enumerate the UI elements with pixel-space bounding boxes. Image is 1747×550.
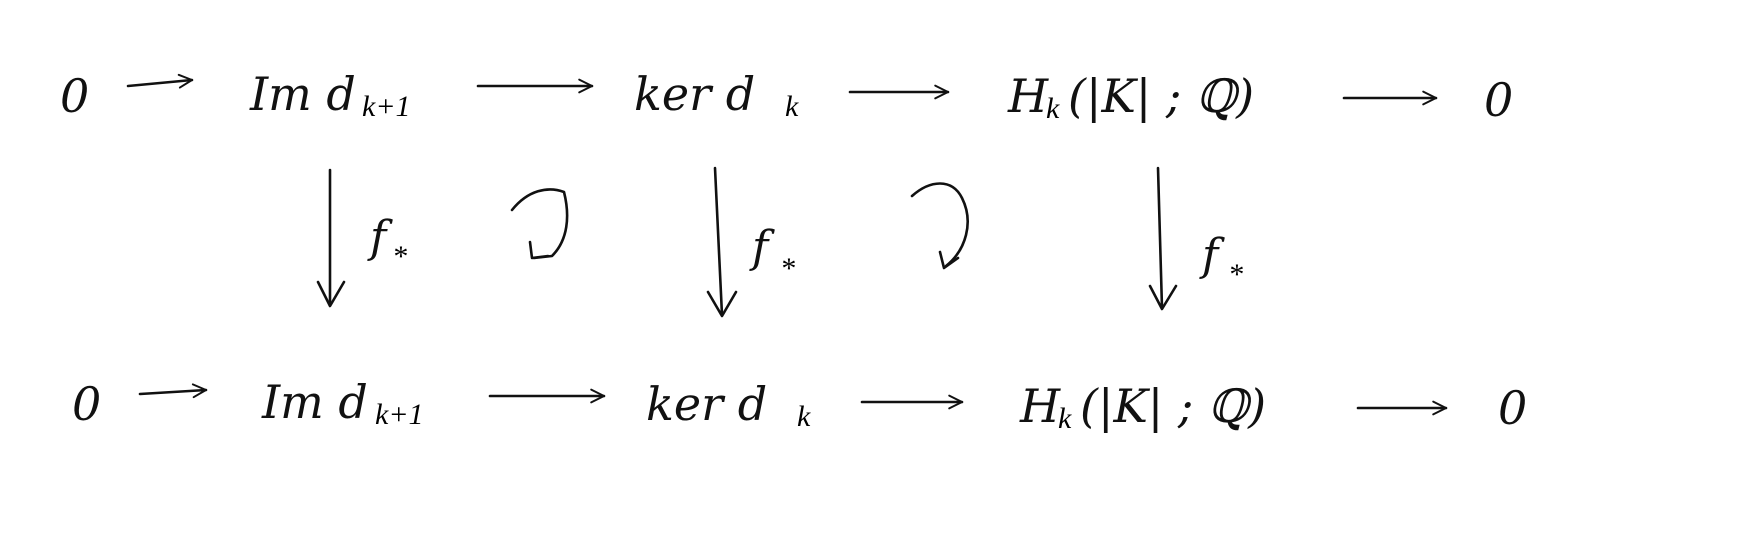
top-h-main: H xyxy=(1007,69,1049,123)
top-ker-sub: k xyxy=(785,90,799,123)
bottom-ker-sub: k xyxy=(797,400,811,433)
top-ker-d-k: ker d k xyxy=(634,67,799,123)
bottom-zero-left: 0 xyxy=(72,377,101,431)
vertical-arrow-2 xyxy=(713,166,724,317)
top-homology: H k (|K| ; ℚ) xyxy=(1007,69,1254,125)
vertical-arrowhead-1 xyxy=(316,280,346,308)
top-im-sub: k+1 xyxy=(362,90,411,123)
bottom-im-d-k1: Im d k+1 xyxy=(261,375,424,431)
top-h-sub: k xyxy=(1046,92,1060,125)
bottom-im-sub: k+1 xyxy=(375,398,424,431)
vertical-map-1: f * xyxy=(316,168,407,308)
vertical-arrowhead-2 xyxy=(706,290,738,318)
bottom-arrow-1 xyxy=(138,383,208,399)
top-h-tail: (|K| ; ℚ) xyxy=(1068,69,1254,123)
circular-arrowhead-2 xyxy=(938,250,960,270)
bottom-ker-d-k: ker d k xyxy=(646,377,811,433)
commute-marker-1 xyxy=(510,188,569,260)
top-ker-main: ker d xyxy=(634,67,755,121)
map-label-1-main: f xyxy=(367,212,393,263)
vertical-map-3: f * xyxy=(1148,166,1243,311)
map-label-1-sub: * xyxy=(392,240,407,273)
bottom-h-tail: (|K| ; ℚ) xyxy=(1080,379,1266,433)
bottom-homology: H k (|K| ; ℚ) xyxy=(1019,379,1266,435)
map-label-2-sub: * xyxy=(780,252,795,285)
top-zero-left: 0 xyxy=(60,69,89,123)
top-zero-right: 0 xyxy=(1484,73,1513,127)
bottom-zero-right: 0 xyxy=(1498,381,1527,435)
bottom-ker-main: ker d xyxy=(646,377,767,431)
bottom-im-main: Im d xyxy=(261,375,368,429)
circular-arrow-icon xyxy=(910,182,969,268)
top-im-main: Im d xyxy=(249,67,356,121)
vertical-arrowhead-3 xyxy=(1148,284,1178,311)
top-arrow-1 xyxy=(126,73,194,89)
circular-arrowhead-1 xyxy=(528,240,550,260)
bottom-h-sub: k xyxy=(1058,402,1072,435)
bottom-h-main: H xyxy=(1019,379,1061,433)
map-label-2-main: f xyxy=(749,222,775,273)
vertical-arrow-3 xyxy=(1156,166,1164,310)
commute-marker-2 xyxy=(910,182,969,270)
map-label-3-main: f xyxy=(1199,230,1225,281)
top-im-d-k1: Im d k+1 xyxy=(249,67,411,123)
map-label-3-sub: * xyxy=(1228,258,1243,291)
bottom-row: 0 Im d k+1 ker d k H k (|K| ; ℚ) 0 xyxy=(72,375,1527,435)
top-row: 0 Im d k+1 ker d k H k (|K| ; ℚ) 0 xyxy=(60,67,1513,127)
circular-arrow-icon xyxy=(510,188,569,260)
vertical-map-2: f * xyxy=(706,166,795,318)
